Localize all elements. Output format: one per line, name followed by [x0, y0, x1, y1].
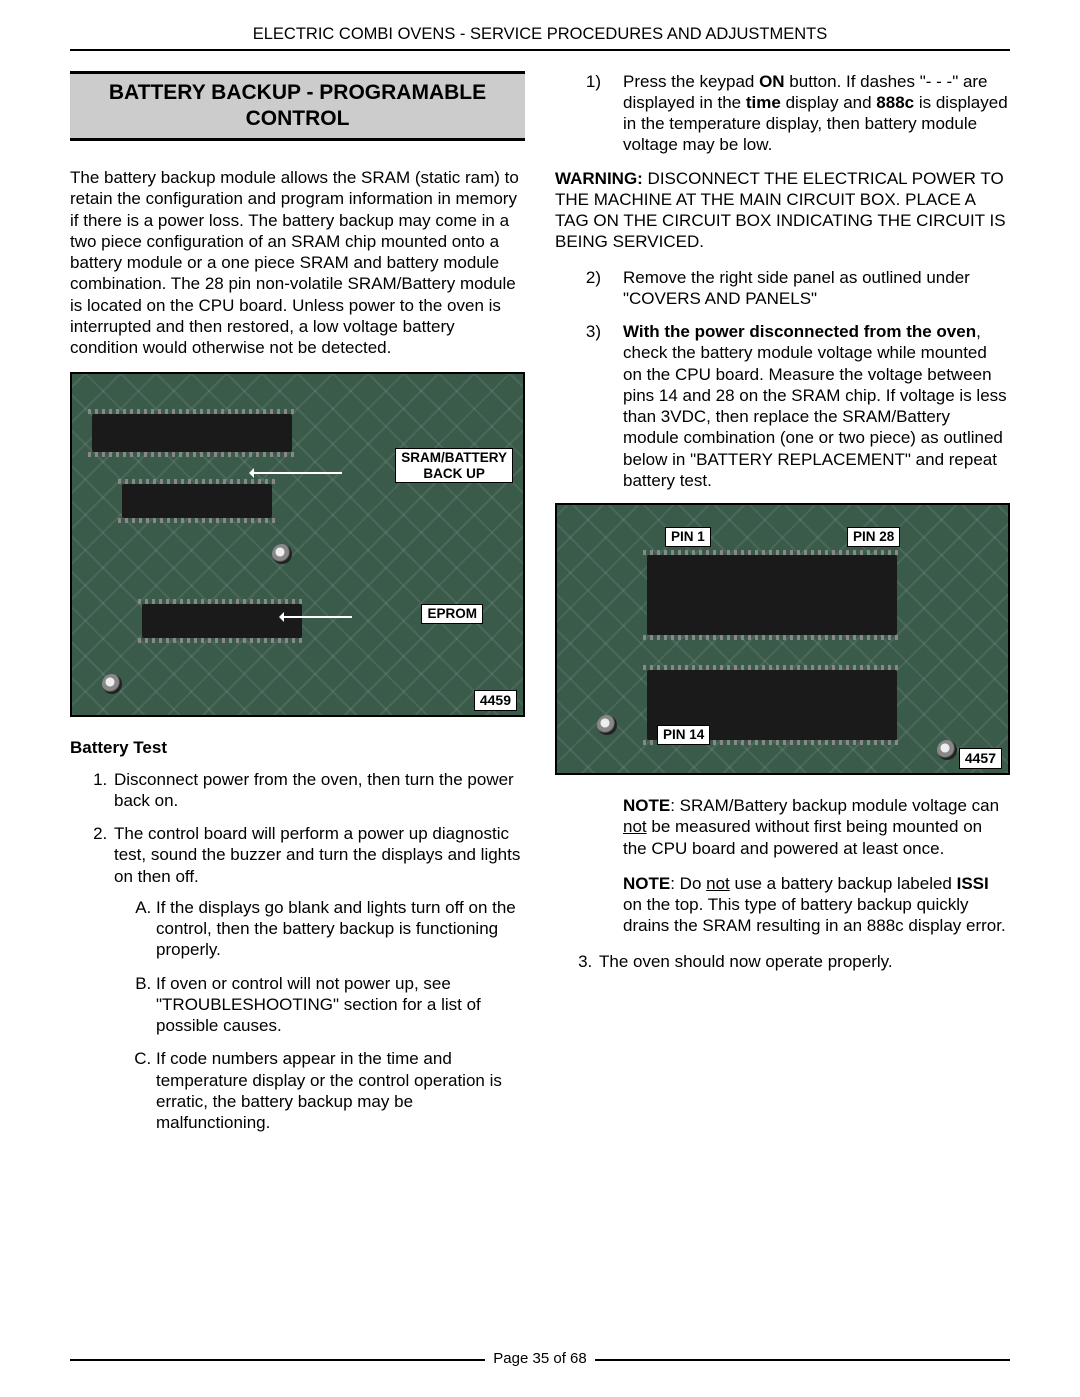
list-item: If oven or control will not power up, se…: [156, 973, 525, 1037]
figure-number: 4457: [959, 748, 1002, 770]
text: : Do: [670, 874, 706, 893]
pin-label-14: PIN 14: [657, 725, 710, 745]
marker: 3): [555, 321, 623, 491]
battery-test-list-cont: The oven should now operate properly.: [555, 951, 1010, 972]
footer-rule: [70, 1359, 485, 1361]
note-label: NOTE: [623, 796, 670, 815]
text: , check the battery module voltage while…: [623, 322, 1007, 490]
intro-paragraph: The battery backup module allows the SRA…: [70, 167, 525, 358]
list-item: The oven should now operate properly.: [597, 951, 1010, 972]
text: on the top. This type of battery backup …: [623, 895, 1006, 935]
page-header: ELECTRIC COMBI OVENS - SERVICE PROCEDURE…: [70, 24, 1010, 51]
page-number: Page 35 of 68: [485, 1350, 594, 1369]
warning-label: WARNING:: [555, 169, 643, 188]
screw-hole-icon: [937, 740, 957, 760]
note-paragraph: NOTE: SRAM/Battery backup module voltage…: [623, 795, 1010, 859]
page-footer: Page 35 of 68: [70, 1350, 1010, 1369]
screw-hole-icon: [597, 715, 617, 735]
note-label: NOTE: [623, 874, 670, 893]
list-item: If the displays go blank and lights turn…: [156, 897, 525, 961]
right-column: 1) Press the keypad ON button. If dashes…: [555, 71, 1010, 1146]
list-item: If code numbers appear in the time and t…: [156, 1048, 525, 1133]
two-column-layout: BATTERY BACKUP - PROGRAMABLE CONTROL The…: [70, 71, 1010, 1146]
text: With the power disconnected from the ove…: [623, 321, 1010, 491]
sub-list: If the displays go blank and lights turn…: [114, 897, 525, 1134]
page: ELECTRIC COMBI OVENS - SERVICE PROCEDURE…: [0, 0, 1080, 1397]
figure-label-eprom: EPROM: [421, 604, 483, 624]
battery-test-heading: Battery Test: [70, 737, 525, 758]
text: : SRAM/Battery backup module voltage can: [670, 796, 999, 815]
warning-paragraph: WARNING: DISCONNECT THE ELECTRICAL POWER…: [555, 168, 1010, 253]
chip-icon: [647, 555, 897, 635]
notes-block: NOTE: SRAM/Battery backup module voltage…: [555, 795, 1010, 937]
text: be measured without first being mounted …: [623, 817, 982, 857]
list-item: 3) With the power disconnected from the …: [555, 321, 1010, 491]
marker: 2): [555, 267, 623, 310]
list-item: 1) Press the keypad ON button. If dashes…: [555, 71, 1010, 156]
bold: 888c: [876, 93, 914, 112]
numbered-paren-list: 2) Remove the right side panel as outlin…: [555, 267, 1010, 492]
text: Press the keypad: [623, 72, 759, 91]
arrow-icon: [252, 472, 342, 474]
figure-number: 4459: [474, 690, 517, 712]
arrow-icon: [282, 616, 352, 618]
text: The control board will perform a power u…: [114, 824, 520, 886]
bold-issi: ISSI: [957, 874, 989, 893]
note-paragraph: NOTE: Do not use a battery backup labele…: [623, 873, 1010, 937]
numbered-paren-list: 1) Press the keypad ON button. If dashes…: [555, 71, 1010, 156]
figure-label-sram: SRAM/BATTERY BACK UP: [395, 448, 513, 483]
bold: With the power disconnected from the ove…: [623, 322, 976, 341]
pin-label-28: PIN 28: [847, 527, 900, 547]
list-item: Disconnect power from the oven, then tur…: [112, 769, 525, 812]
battery-test-list: Disconnect power from the oven, then tur…: [70, 769, 525, 1134]
underline-not: not: [706, 874, 730, 893]
bold: ON: [759, 72, 785, 91]
figure-sram-eprom: SRAM/BATTERY BACK UP EPROM 4459: [70, 372, 525, 717]
pin-label-1: PIN 1: [665, 527, 711, 547]
figure-pins: PIN 1 PIN 28 PIN 14 4457: [555, 503, 1010, 775]
text: use a battery backup labeled: [730, 874, 957, 893]
section-title: BATTERY BACKUP - PROGRAMABLE CONTROL: [70, 71, 525, 142]
list-item: The control board will perform a power u…: [112, 823, 525, 1133]
text: Press the keypad ON button. If dashes "-…: [623, 71, 1010, 156]
marker: 1): [555, 71, 623, 156]
left-column: BATTERY BACKUP - PROGRAMABLE CONTROL The…: [70, 71, 525, 1146]
text: display and: [781, 93, 876, 112]
underline-not: not: [623, 817, 647, 836]
list-item: 2) Remove the right side panel as outlin…: [555, 267, 1010, 310]
text: Remove the right side panel as outlined …: [623, 267, 1010, 310]
chip-icon: [92, 414, 292, 452]
chip-icon: [122, 484, 272, 518]
footer-rule: [595, 1359, 1010, 1361]
bold: time: [746, 93, 781, 112]
